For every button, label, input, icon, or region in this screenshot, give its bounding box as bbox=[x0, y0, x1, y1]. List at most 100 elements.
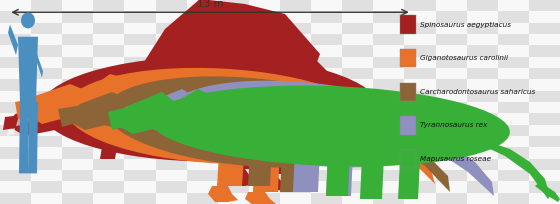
Bar bbox=[404, 147, 436, 159]
Bar bbox=[249, 159, 280, 170]
Bar bbox=[400, 15, 416, 34]
Ellipse shape bbox=[40, 57, 380, 162]
Bar bbox=[249, 91, 280, 102]
Bar bbox=[249, 0, 280, 11]
Bar bbox=[498, 113, 529, 125]
Bar bbox=[466, 57, 498, 68]
Bar bbox=[280, 11, 311, 23]
Polygon shape bbox=[100, 129, 120, 159]
Polygon shape bbox=[7, 128, 15, 136]
Bar bbox=[342, 159, 374, 170]
Bar bbox=[124, 34, 156, 45]
Bar bbox=[498, 147, 529, 159]
Bar bbox=[94, 147, 124, 159]
Bar bbox=[342, 193, 374, 204]
Bar bbox=[186, 91, 218, 102]
Bar bbox=[342, 125, 374, 136]
Bar bbox=[529, 147, 560, 159]
Bar bbox=[186, 113, 218, 125]
Bar bbox=[498, 45, 529, 57]
Bar bbox=[186, 136, 218, 147]
Bar bbox=[0, 125, 31, 136]
Polygon shape bbox=[100, 29, 330, 114]
Bar bbox=[31, 68, 62, 79]
Bar bbox=[374, 91, 404, 102]
Bar bbox=[62, 91, 94, 102]
Bar bbox=[62, 147, 94, 159]
Bar bbox=[218, 23, 249, 34]
Polygon shape bbox=[3, 114, 30, 130]
Bar bbox=[280, 34, 311, 45]
Bar bbox=[31, 170, 62, 181]
Bar bbox=[0, 102, 31, 113]
Bar bbox=[404, 159, 436, 170]
Bar bbox=[529, 57, 560, 68]
Bar bbox=[311, 125, 342, 136]
Bar bbox=[311, 68, 342, 79]
Bar bbox=[31, 91, 62, 102]
Bar bbox=[0, 79, 31, 91]
Bar bbox=[342, 113, 374, 125]
Bar bbox=[62, 11, 94, 23]
Bar bbox=[280, 193, 311, 204]
Bar bbox=[249, 136, 280, 147]
Bar bbox=[31, 23, 62, 34]
Bar bbox=[311, 136, 342, 147]
Polygon shape bbox=[114, 92, 178, 134]
Bar bbox=[156, 193, 186, 204]
Bar bbox=[156, 79, 186, 91]
Bar bbox=[156, 23, 186, 34]
Bar bbox=[529, 170, 560, 181]
Bar bbox=[400, 116, 416, 135]
Polygon shape bbox=[360, 156, 384, 199]
Bar bbox=[404, 57, 436, 68]
Bar bbox=[186, 125, 218, 136]
Bar bbox=[404, 193, 436, 204]
Bar bbox=[404, 79, 436, 91]
Bar bbox=[311, 147, 342, 159]
Bar bbox=[31, 193, 62, 204]
Text: Carcharodontosaurus saharicus: Carcharodontosaurus saharicus bbox=[420, 89, 535, 95]
Bar bbox=[466, 170, 498, 181]
Bar bbox=[498, 57, 529, 68]
Text: Tyrannosaurus rex: Tyrannosaurus rex bbox=[420, 122, 487, 129]
Bar bbox=[124, 23, 156, 34]
Bar bbox=[62, 68, 94, 79]
Bar bbox=[374, 170, 404, 181]
Bar bbox=[124, 193, 156, 204]
Bar bbox=[94, 136, 124, 147]
Bar bbox=[529, 45, 560, 57]
Bar bbox=[186, 34, 218, 45]
Bar bbox=[249, 34, 280, 45]
Bar bbox=[400, 150, 416, 168]
Bar bbox=[62, 79, 94, 91]
Bar bbox=[280, 159, 311, 170]
Bar bbox=[374, 147, 404, 159]
Bar bbox=[124, 68, 156, 79]
Bar bbox=[186, 102, 218, 113]
Bar bbox=[156, 170, 186, 181]
Bar bbox=[218, 45, 249, 57]
Bar bbox=[311, 181, 342, 193]
Bar bbox=[0, 170, 31, 181]
Bar bbox=[436, 23, 466, 34]
Bar bbox=[156, 45, 186, 57]
Bar bbox=[218, 11, 249, 23]
Bar bbox=[342, 45, 374, 57]
Bar bbox=[94, 181, 124, 193]
Bar bbox=[62, 34, 94, 45]
Bar bbox=[186, 181, 218, 193]
Polygon shape bbox=[108, 104, 140, 130]
Bar bbox=[94, 68, 124, 79]
Bar bbox=[466, 193, 498, 204]
Bar bbox=[498, 34, 529, 45]
Bar bbox=[124, 113, 156, 125]
Bar bbox=[62, 0, 94, 11]
Bar bbox=[342, 91, 374, 102]
Bar bbox=[31, 34, 62, 45]
Text: 13 m: 13 m bbox=[197, 0, 223, 9]
Bar bbox=[31, 136, 62, 147]
Bar bbox=[156, 159, 186, 170]
Bar bbox=[186, 23, 218, 34]
Bar bbox=[0, 11, 31, 23]
